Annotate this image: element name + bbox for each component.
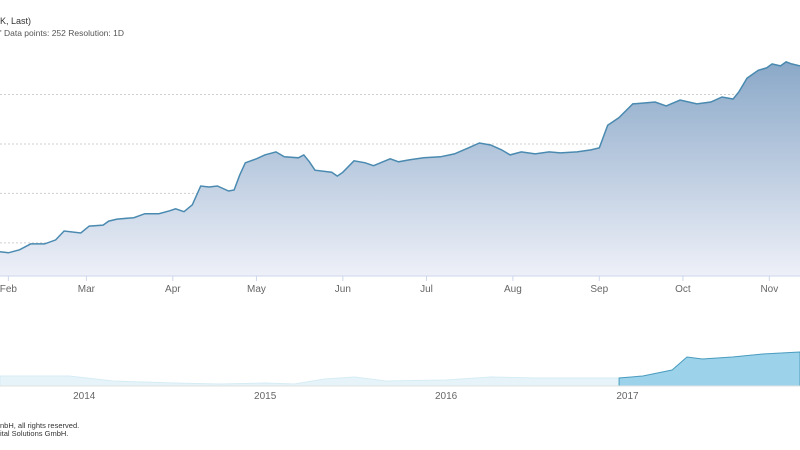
price-chart[interactable]: Feb Mar Apr May Jun Jul Aug Sep Oct Nov 2014 2015 2… — [0, 0, 800, 420]
x-tick-label: Sep — [590, 284, 608, 295]
x-tick-label: Jun — [335, 284, 351, 295]
series-area — [0, 61, 800, 277]
x-tick-label: May — [247, 284, 266, 295]
x-tick-label: Apr — [165, 284, 181, 295]
navigator-tick-label: 2016 — [435, 391, 458, 402]
x-tick-label: Feb — [0, 284, 17, 295]
credits-line: ital Solutions GmbH. — [0, 429, 69, 438]
series-line — [0, 61, 800, 254]
x-tick-label: Aug — [504, 284, 522, 295]
chart-title: K, Last) — [0, 16, 32, 26]
x-tick-label: Oct — [675, 284, 691, 295]
navigator-tick-label: 2017 — [616, 391, 639, 402]
x-tick-label: Jul — [420, 284, 433, 295]
copyright-line: nbH, all rights reserved. — [0, 421, 80, 430]
x-tick-label: Mar — [78, 284, 96, 295]
chart-subtitle: ' Data points: 252 Resolution: 1D — [0, 28, 125, 38]
navigator-tick-label: 2015 — [254, 391, 277, 402]
x-tick-label: Nov — [760, 284, 778, 295]
navigator-selection[interactable] — [618, 351, 800, 387]
navigator-tick-label: 2014 — [73, 391, 96, 402]
